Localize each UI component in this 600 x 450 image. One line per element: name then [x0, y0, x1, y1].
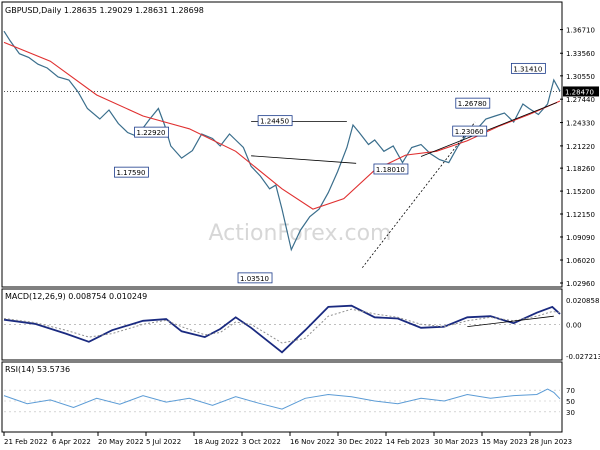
x-tick-label: 14 Feb 2023: [386, 438, 430, 446]
price-annotation-box: [134, 126, 169, 138]
macd-series-group: [3, 304, 561, 354]
rsi-y-tick-label: 70: [566, 387, 575, 395]
price-annotation-label: 1.23060: [455, 128, 484, 136]
rsi-panel-frame: [1, 361, 563, 433]
price-y-tick-label: 1.18260: [566, 165, 595, 173]
macd-line: [3, 304, 561, 354]
macd-panel-frame: [1, 288, 563, 361]
rsi-y-tick-label: 50: [566, 398, 575, 406]
price-y-tick-label: 1.24330: [566, 120, 595, 128]
rsi-series-group: [3, 388, 561, 413]
x-tick-label: 30 Dec 2022: [338, 438, 383, 446]
x-tick-label: 21 Feb 2022: [4, 438, 48, 446]
macd-y-tick-label: 0.00: [566, 321, 582, 329]
macd-y-tick-label: -0.027213: [566, 353, 600, 361]
price-annotation-label: 1.03510: [240, 275, 269, 283]
annotations-group: 1.31410 1.26780 1.24450 1.22920 1.23060 1.180…: [114, 62, 546, 284]
price-annotation-label: 1.31410: [513, 65, 542, 73]
price-y-tick-label: 1.15200: [566, 188, 595, 196]
signal-line: [3, 308, 561, 344]
price-y-tick-label: 1.09090: [566, 234, 595, 242]
x-tick-label: 16 Nov 2022: [290, 438, 335, 446]
price-y-tick-label: 1.36710: [566, 27, 595, 35]
x-tick-label: 6 Apr 2022: [52, 438, 91, 446]
price-annotation-label: 1.24450: [260, 118, 289, 126]
trend-line: [361, 121, 476, 268]
price-annotation-box: [257, 115, 293, 127]
rsi-title: RSI(14) 53.5736: [5, 365, 70, 374]
x-tick-label: 28 Jun 2023: [530, 438, 572, 446]
macd-trend-line: [467, 315, 554, 328]
macd-y-tick-label: 0.020858: [566, 297, 599, 305]
price-title: GBPUSD,Daily 1.28635 1.29029 1.28631 1.2…: [5, 6, 204, 15]
macd-title: MACD(12,26,9) 0.008754 0.010249: [5, 292, 147, 301]
price-annotation-box: [510, 62, 546, 74]
current-price-tag: 1.28470: [565, 88, 594, 96]
x-tick-label: 3 Oct 2022: [242, 438, 281, 446]
rsi-line: [3, 388, 561, 410]
x-tick-label: 20 May 2022: [98, 438, 144, 446]
x-tick-label: 18 Aug 2022: [194, 438, 239, 446]
price-y-tick-label: 1.33560: [566, 50, 595, 58]
watermark: ActionForex.com: [209, 221, 392, 246]
axis-labels-group: 1.36710 1.33560 1.30550 1.27440 1.24330 1.212…: [3, 27, 600, 446]
price-annotation-box: [452, 125, 488, 137]
price-y-tick-label: 1.06020: [566, 257, 595, 265]
price-annotation-box: [237, 272, 273, 284]
price-annotation-label: 1.17590: [116, 169, 145, 177]
price-y-tick-label: 1.21220: [566, 143, 595, 151]
trend-line: [251, 155, 357, 164]
price-annotation-label: 1.22920: [137, 129, 166, 137]
price-y-tick-label: 1.02960: [566, 280, 595, 288]
current-price-tag-bg: [563, 86, 599, 97]
price-y-tick-label: 1.27440: [566, 96, 595, 104]
price-annotation-label: 1.18010: [376, 166, 405, 174]
x-tick-label: 5 Jul 2022: [146, 438, 181, 446]
price-annotation-box: [455, 97, 491, 109]
price-y-tick-label: 1.30550: [566, 73, 595, 81]
x-tick-label: 30 Mar 2023: [434, 438, 478, 446]
rsi-y-tick-label: 30: [566, 409, 575, 417]
price-panel-frame: [1, 1, 563, 288]
trend-line: [420, 102, 558, 157]
price-annotation-box: [373, 163, 409, 175]
price-annotation-label: 1.26780: [458, 100, 487, 108]
price-annotation-box: [114, 166, 149, 178]
price-y-tick-label: 1.12150: [566, 211, 595, 219]
x-tick-label: 15 May 2023: [482, 438, 528, 446]
